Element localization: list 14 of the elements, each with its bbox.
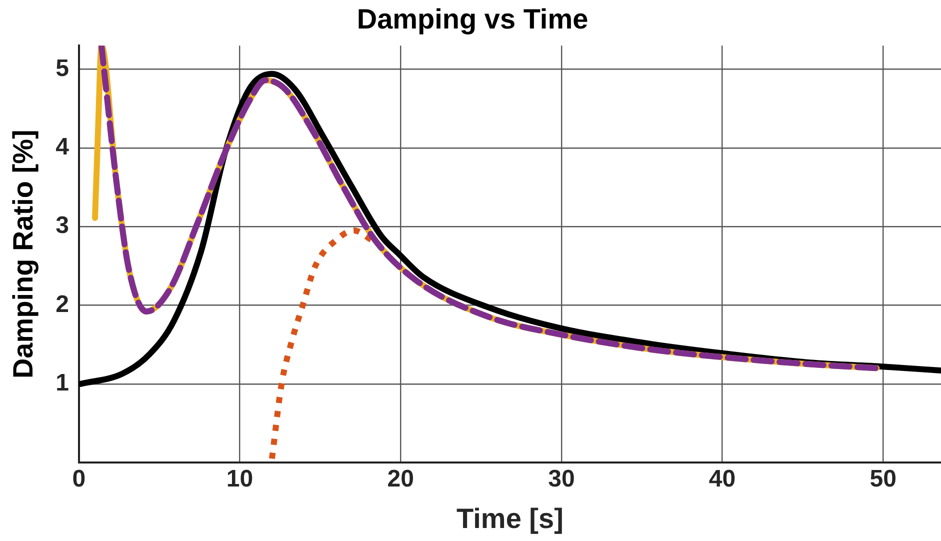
x-tick-label: 50 [870, 466, 896, 493]
chart-title: Damping vs Time [356, 4, 588, 35]
y-tick-label: 3 [56, 212, 69, 240]
y-tick-label: 4 [56, 134, 70, 161]
x-tick-label: 20 [387, 466, 414, 493]
y-tick-label: 5 [56, 54, 69, 82]
x-tick-label: 10 [226, 466, 254, 493]
y-tick-label: 1 [56, 370, 69, 397]
x-tick-label: 30 [548, 466, 575, 493]
y-axis-title: Damping Ratio [%] [8, 130, 39, 379]
x-tick-label: 40 [708, 466, 736, 493]
x-tick-label: 0 [72, 466, 86, 493]
x-axis-title: Time [s] [456, 502, 564, 534]
y-tick-label: 2 [56, 290, 69, 318]
